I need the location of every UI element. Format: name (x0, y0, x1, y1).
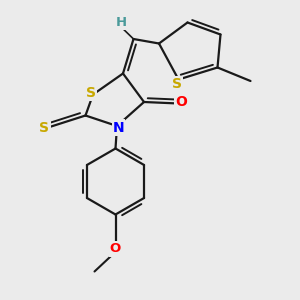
Text: S: S (39, 121, 50, 134)
Text: S: S (85, 86, 96, 100)
Text: O: O (176, 95, 188, 109)
Text: S: S (172, 77, 182, 91)
Text: O: O (110, 242, 121, 256)
Text: H: H (116, 16, 127, 29)
Text: N: N (113, 121, 124, 134)
